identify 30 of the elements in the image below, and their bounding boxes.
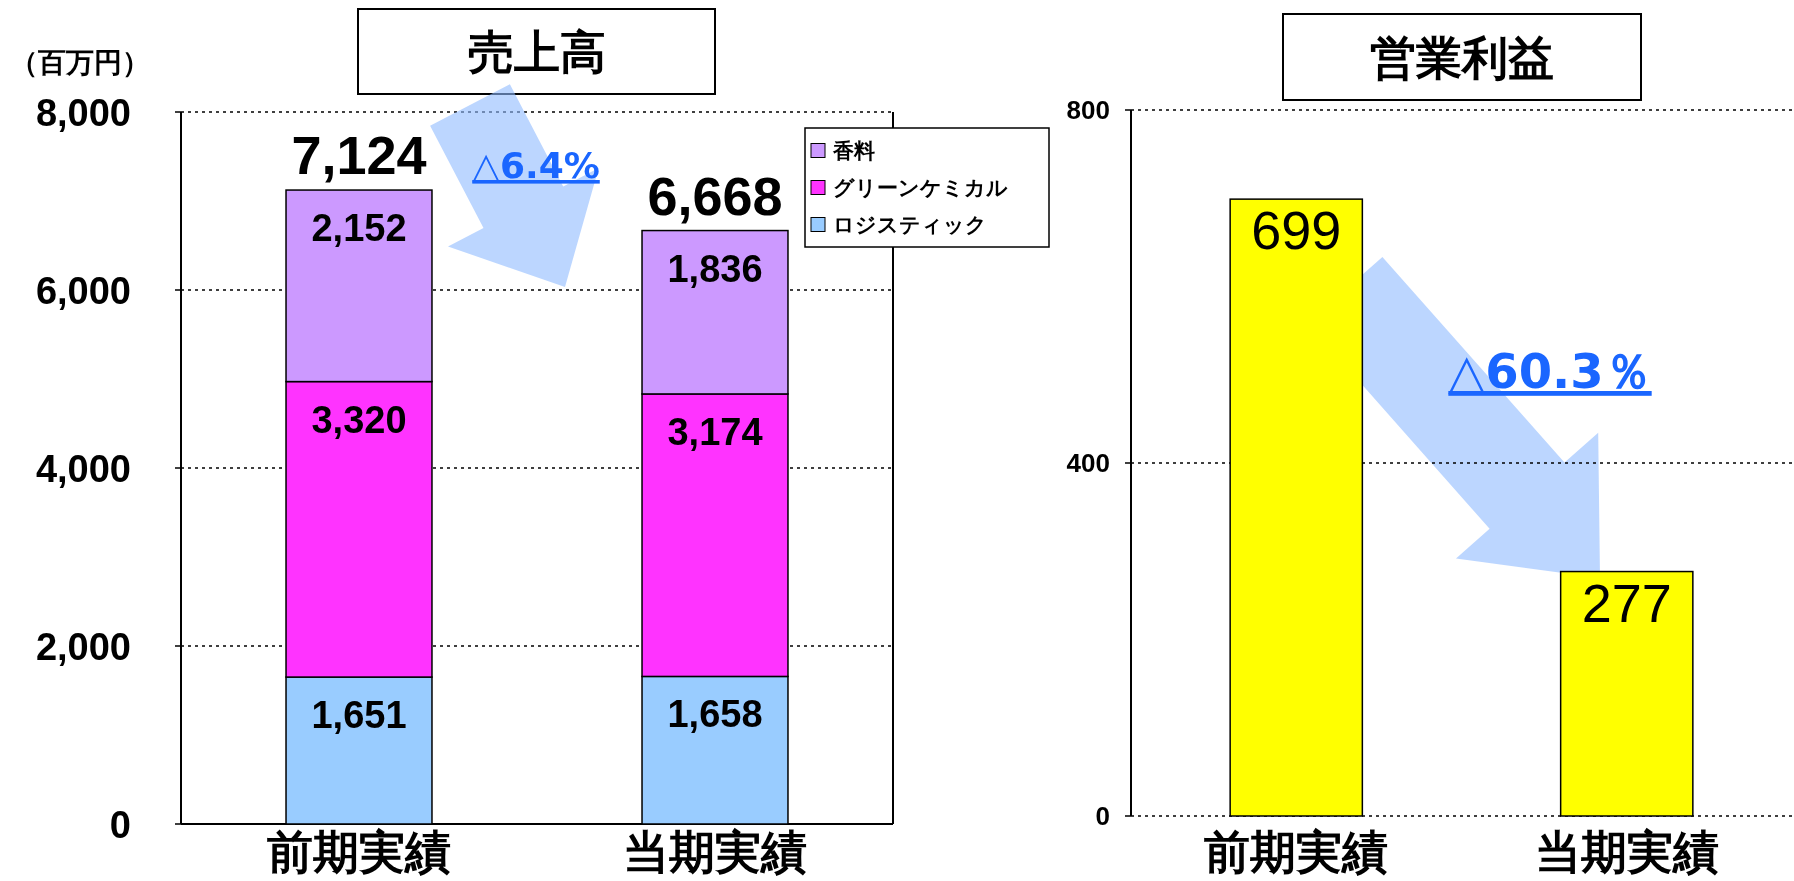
x-tick-label: 前期実績 [267,825,451,879]
data-label: 3,174 [667,410,763,453]
total-label: 6,668 [647,165,783,226]
x-tick-label: 前期実績 [1204,825,1389,879]
data-label: 699 [1251,200,1342,261]
x-tick-label: 当期実績 [1534,825,1719,879]
y-tick-label: 4,000 [35,447,131,490]
legend-label: ロジスティック [833,213,987,238]
y-tick-label: 800 [1066,95,1110,126]
data-label: 3,320 [311,398,407,441]
chart-title: 売上高 [467,25,606,80]
x-tick-label: 当期実績 [623,825,807,879]
data-label: 1,836 [667,247,763,290]
y-tick-label: 8,000 [35,91,131,134]
total-label: 7,124 [291,125,427,186]
legend-label: 香料 [832,139,875,164]
legend-label: グリーンケミカル [833,176,1008,201]
data-label: 2,152 [311,207,407,250]
data-label: 1,658 [667,693,763,736]
annotation: △60.3％ [1448,343,1652,399]
annotation: △6.4% [472,145,600,186]
y-tick-label: 0 [1095,801,1110,832]
y-tick-label: 2,000 [35,625,131,668]
y-axis-title: （百万円） [10,46,150,79]
y-tick-label: 0 [109,803,131,846]
y-tick-label: 6,000 [35,269,131,312]
data-label: 277 [1581,572,1672,633]
data-label: 1,651 [311,694,407,737]
y-tick-label: 400 [1066,448,1110,479]
chart-title: 営業利益 [1370,30,1554,85]
